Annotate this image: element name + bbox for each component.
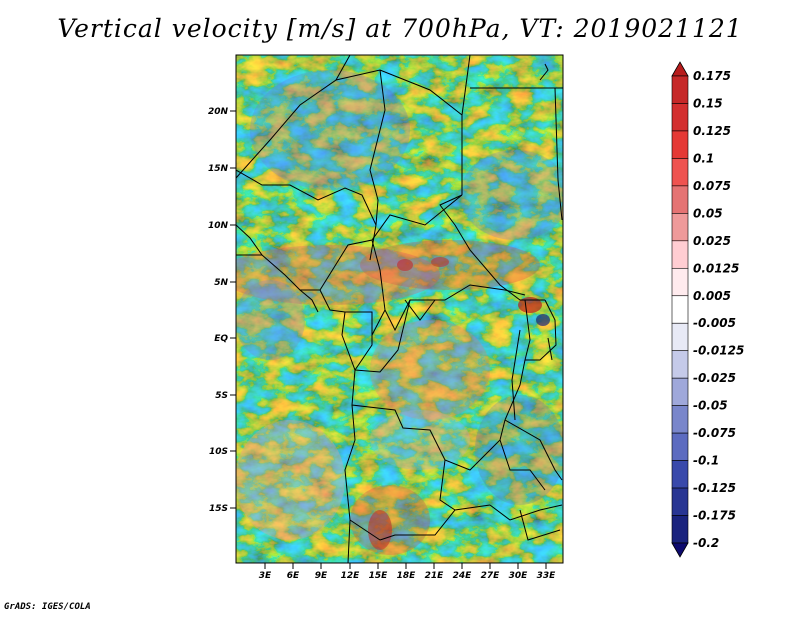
lat-axis: 20N 15N 10N 5N EQ 5S 10S 15S — [208, 107, 236, 514]
colorbar-segment — [671, 103, 689, 132]
colorbar-segment — [671, 460, 689, 489]
country-borders — [236, 55, 563, 563]
colorbar-segment — [671, 487, 689, 516]
colorbar-label: -0.025 — [693, 371, 736, 385]
lon-label: 9E — [315, 571, 328, 581]
lat-label: 20N — [208, 107, 229, 117]
colorbar-label: 0.075 — [693, 179, 731, 193]
colorbar-label: 0.125 — [693, 124, 731, 138]
map-title: Vertical velocity [m/s] at 700hPa, VT: 2… — [57, 14, 743, 43]
colorbar-label: -0.1 — [693, 454, 719, 468]
colorbar-label: 0.175 — [693, 69, 731, 83]
colorbar: 0.175 0.15 0.125 0.1 0.075 0.05 0.025 0.0125 0.0… — [671, 61, 744, 558]
colorbar-label: 0.025 — [693, 234, 731, 248]
lat-label: EQ — [214, 334, 228, 344]
colorbar-segment — [671, 405, 689, 434]
lon-label: 21E — [425, 571, 445, 581]
colorbar-segment — [671, 377, 689, 406]
colorbar-label: -0.125 — [693, 481, 736, 495]
lon-label: 6E — [287, 571, 300, 581]
colorbar-label: -0.2 — [693, 536, 719, 550]
colorbar-top-arrow — [671, 61, 689, 77]
colorbar-label: -0.0125 — [693, 344, 744, 358]
colorbar-segment — [671, 213, 689, 242]
colorbar-bottom-arrow — [671, 542, 689, 558]
colorbar-label: -0.005 — [693, 316, 736, 330]
colorbar-segment — [671, 322, 689, 352]
colorbar-label: 0.1 — [693, 151, 714, 165]
lon-label: 24E — [453, 571, 473, 581]
colorbar-label: 0.15 — [693, 96, 723, 110]
colorbar-segment — [671, 432, 689, 461]
lon-label: 33E — [537, 571, 557, 581]
colorbar-label: 0.005 — [693, 289, 731, 303]
colorbar-segment — [671, 515, 689, 544]
colorbar-label: -0.175 — [693, 509, 736, 523]
colorbar-segment — [671, 130, 689, 159]
lat-label: 5S — [215, 391, 228, 401]
colorbar-label: -0.05 — [693, 399, 728, 413]
colorbar-label: -0.075 — [693, 426, 736, 440]
lon-axis: 3E 6E 9E 12E 15E 18E 21E 24E 27E 30E 33E — [259, 563, 556, 581]
colorbar-segment — [671, 75, 689, 104]
colorbar-label: 0.0125 — [693, 261, 739, 275]
lat-label: 10S — [209, 447, 228, 457]
grads-credit: GrADS: IGES/COLA — [4, 602, 91, 612]
colorbar-segment — [671, 350, 689, 379]
colorbar-segment — [671, 240, 689, 269]
lon-label: 3E — [259, 571, 272, 581]
colorbar-segment — [671, 185, 689, 214]
lon-label: 18E — [397, 571, 417, 581]
colorbar-label: 0.05 — [693, 206, 723, 220]
lat-label: 15N — [208, 164, 229, 174]
lat-label: 15S — [209, 504, 228, 514]
lon-label: 15E — [369, 571, 389, 581]
colorbar-segment — [671, 158, 689, 187]
colorbar-segment — [671, 267, 689, 297]
lat-label: 5N — [214, 278, 228, 288]
colorbar-segment — [671, 295, 689, 324]
velocity-field — [236, 55, 563, 563]
map-frame — [235, 54, 564, 564]
lon-label: 30E — [509, 571, 529, 581]
lon-label: 27E — [481, 571, 501, 581]
lon-label: 12E — [341, 571, 361, 581]
lat-label: 10N — [208, 221, 229, 231]
